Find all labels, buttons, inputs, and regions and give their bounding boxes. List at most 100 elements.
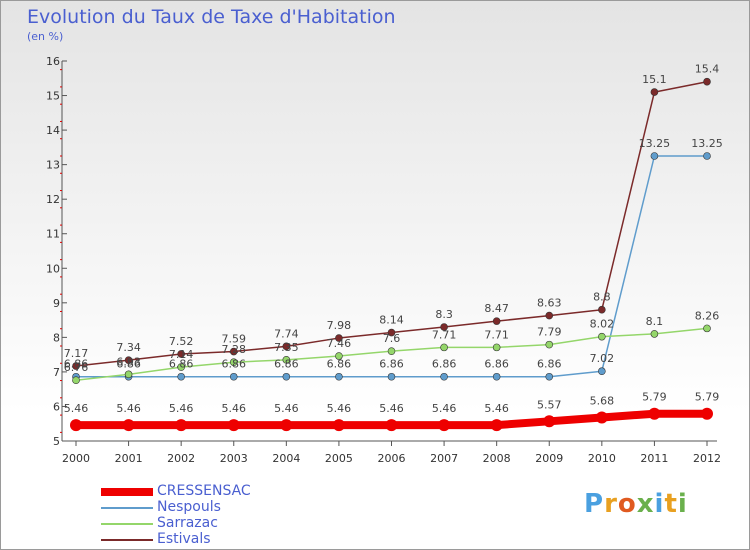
x-tick-label: 2004 xyxy=(272,452,300,465)
data-label: 5.46 xyxy=(274,402,299,415)
data-point xyxy=(280,419,293,432)
data-point xyxy=(332,419,345,432)
data-label: 5.46 xyxy=(222,402,247,415)
chart-subtitle: (en %) xyxy=(27,30,64,43)
data-label: 6.86 xyxy=(379,358,404,371)
data-point xyxy=(387,347,396,355)
data-label: 5.46 xyxy=(116,402,141,415)
y-tick-label: 9 xyxy=(53,297,60,310)
data-label: 6.86 xyxy=(116,358,141,371)
data-label: 7.71 xyxy=(432,328,457,341)
data-label: 15.4 xyxy=(695,63,720,76)
data-point xyxy=(598,332,606,341)
y-tick-label: 14 xyxy=(46,124,60,137)
data-label: 8.3 xyxy=(435,308,453,321)
data-point xyxy=(385,419,398,432)
legend-item-nespouls: Nespouls xyxy=(101,499,351,516)
y-tick-label: 5 xyxy=(53,435,60,448)
logo-letter: i xyxy=(677,489,688,519)
x-tick-label: 2003 xyxy=(220,452,248,465)
data-label: 8.8 xyxy=(593,291,611,304)
data-label: 8.1 xyxy=(646,315,664,328)
data-label: 5.79 xyxy=(642,391,667,404)
logo-letter: P xyxy=(584,489,605,519)
legend-item-cressensac: CRESSENSAC xyxy=(101,483,351,500)
data-label: 6.86 xyxy=(432,358,457,371)
data-label: 7.6 xyxy=(383,332,401,345)
data-label: 6.86 xyxy=(64,358,89,371)
data-point xyxy=(440,343,448,352)
legend-item-estivals: Estivals xyxy=(101,531,351,548)
data-point xyxy=(229,372,238,381)
legend-label: Estivals xyxy=(157,531,211,547)
logo-letter: x xyxy=(636,489,655,519)
data-label: 7.98 xyxy=(327,319,352,332)
data-label: 8.14 xyxy=(379,314,404,327)
data-label: 7.35 xyxy=(274,341,299,354)
data-point xyxy=(282,342,291,351)
y-tick-label: 11 xyxy=(46,228,60,241)
data-label: 5.46 xyxy=(169,402,194,415)
data-label: 8.63 xyxy=(537,297,562,310)
data-point xyxy=(387,328,396,337)
x-tick-label: 2007 xyxy=(430,452,458,465)
data-label: 7.79 xyxy=(537,326,562,339)
data-label: 5.46 xyxy=(484,402,509,415)
y-tick-label: 10 xyxy=(46,262,60,275)
chart-title: Evolution du Taux de Taxe d'Habitation xyxy=(27,6,396,28)
data-label: 8.26 xyxy=(695,309,720,322)
data-label: 7.02 xyxy=(590,352,615,365)
legend-label: CRESSENSAC xyxy=(157,483,251,499)
legend-swatch xyxy=(101,488,153,496)
data-labels-layer: 5.46 5.46 5.46 5.46 5.46 5.46 5.46 5.46 5.46 5.57… xyxy=(64,63,723,415)
x-tick-label: 2012 xyxy=(693,452,721,465)
data-label: 13.25 xyxy=(639,137,671,150)
y-tick-label: 12 xyxy=(46,193,60,206)
data-point xyxy=(650,152,659,160)
data-point xyxy=(492,372,501,381)
data-point xyxy=(650,330,659,338)
data-label: 7.14 xyxy=(169,348,194,361)
data-point xyxy=(124,370,133,379)
legend-swatch xyxy=(101,523,153,525)
data-label: 7.71 xyxy=(484,328,509,341)
data-point xyxy=(650,88,659,96)
data-point xyxy=(703,324,711,333)
legend-swatch xyxy=(101,507,153,509)
axes: 5 6 7 8 9 10 11 12 13 14 15 16 2000 2001 2002 2003 2004 2… xyxy=(46,55,721,465)
data-label: 7.34 xyxy=(116,341,141,354)
data-point xyxy=(229,358,238,367)
data-point xyxy=(648,407,661,420)
data-point xyxy=(492,343,501,352)
x-tick-label: 2002 xyxy=(167,452,195,465)
y-tick-label: 6 xyxy=(53,400,60,413)
data-point xyxy=(177,372,185,381)
data-point xyxy=(282,372,291,381)
data-point xyxy=(122,419,135,432)
data-point xyxy=(490,419,503,432)
data-point xyxy=(229,347,238,356)
data-point xyxy=(177,350,185,358)
x-tick-label: 2010 xyxy=(588,452,616,465)
proxiti-logo: Proxiti xyxy=(584,489,688,519)
logo-letter: o xyxy=(617,489,637,519)
data-point xyxy=(438,419,451,432)
data-point xyxy=(335,352,343,360)
data-label: 5.46 xyxy=(64,402,89,415)
logo-letter: i xyxy=(654,489,665,519)
legend-label: Nespouls xyxy=(157,499,221,515)
data-label: 5.68 xyxy=(590,395,615,408)
data-point xyxy=(598,305,606,314)
data-label: 8.02 xyxy=(590,318,615,331)
data-label: 7.46 xyxy=(327,337,352,350)
series-layer xyxy=(70,77,713,432)
data-label: 6.86 xyxy=(327,358,352,371)
data-point xyxy=(72,376,80,385)
data-label: 6.86 xyxy=(222,358,247,371)
data-point xyxy=(124,356,133,364)
data-point xyxy=(543,415,556,428)
legend: CRESSENSAC Nespouls Sarrazac Estivals xyxy=(101,483,351,548)
data-label: 8.47 xyxy=(484,302,509,315)
data-point xyxy=(227,419,240,432)
